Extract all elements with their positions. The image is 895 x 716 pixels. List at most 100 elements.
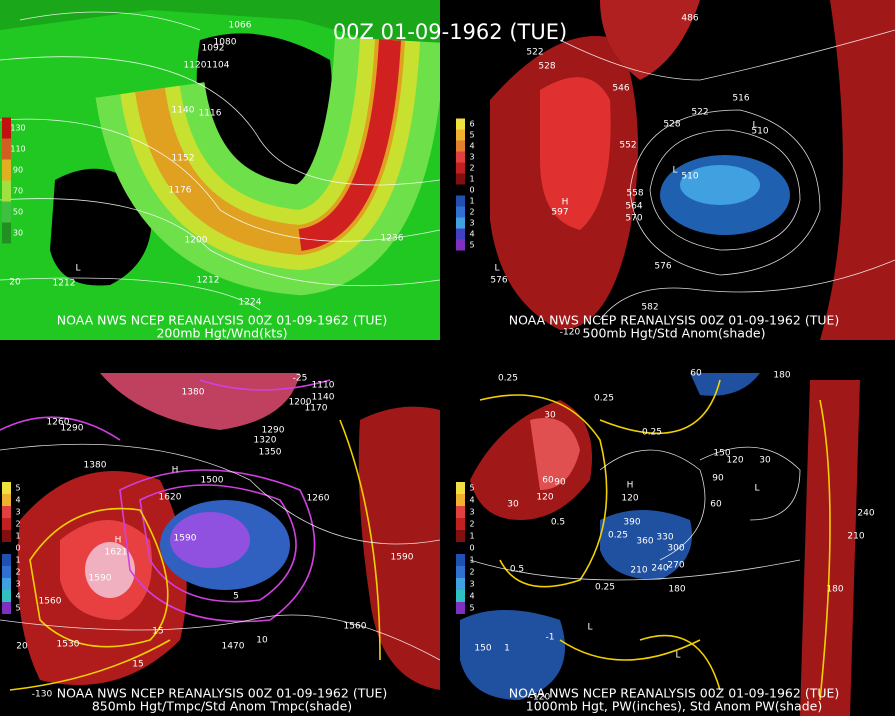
contour-label: 0.25 [498, 374, 518, 384]
scale-swatch [456, 162, 465, 174]
contour-label: 1224 [239, 298, 262, 308]
scale-swatch [456, 566, 465, 578]
contour-label: 120 [536, 493, 553, 503]
scale-label: 5 [469, 241, 474, 250]
scale-label: 110 [10, 145, 25, 154]
contour-label: 1200 [185, 236, 208, 246]
contour-label: 240 [857, 509, 874, 519]
contour-label: 20 [16, 642, 28, 652]
contour-label: 15 [132, 660, 143, 670]
contour-label: 1140 [312, 393, 335, 403]
contour-label: 0.25 [594, 394, 614, 404]
contour-label: 1176 [169, 186, 192, 196]
contour-label: 1110 [312, 381, 335, 391]
scale-label: 5 [469, 131, 474, 140]
scale-swatch [456, 530, 465, 542]
contour-label: 576 [654, 262, 671, 272]
contour-label: 1620 [159, 493, 182, 503]
contour-label: 522 [526, 48, 543, 58]
contour-label: 1621 [105, 548, 128, 558]
scale-label: 5 [469, 484, 474, 493]
contour-label: -130 [32, 690, 53, 700]
contour-label: 558 [626, 189, 643, 199]
contour-label: 0.25 [608, 531, 628, 541]
scale-label: 130 [10, 124, 25, 133]
contour-label: 1350 [259, 448, 282, 458]
scale-label: 1 [469, 532, 474, 541]
scale-swatch [2, 201, 11, 223]
panel-caption: NOAA NWS NCEP REANALYSIS 00Z 01-09-1962 … [57, 686, 388, 701]
contour-label: 120 [621, 494, 638, 504]
scale-swatch [456, 542, 465, 554]
contour-label: 0.5 [510, 565, 524, 575]
scale-swatch [456, 506, 465, 518]
contour-label: L [754, 484, 759, 494]
contour-label: 1092 [202, 44, 225, 54]
panel-1000mb [452, 373, 895, 716]
contour-label: 60 [690, 369, 702, 379]
scale-swatch [456, 206, 465, 218]
contour-label: 360 [636, 537, 653, 547]
contour-label: L [675, 651, 680, 661]
panel-850mb [0, 373, 440, 716]
contour-label: 1152 [172, 154, 195, 164]
contour-label: 30 [759, 456, 771, 466]
contour-label: 1470 [222, 642, 245, 652]
scale-label: 4 [469, 592, 474, 601]
contour-label: 1212 [53, 279, 76, 289]
contour-label: 1380 [182, 388, 205, 398]
scale-label: 2 [469, 164, 474, 173]
scale-swatch [2, 542, 11, 554]
scale-label: 1 [469, 197, 474, 206]
scale-swatch [456, 217, 465, 229]
contour-label: L [75, 264, 80, 274]
scale-swatch [2, 518, 11, 530]
contour-label: 0.5 [551, 518, 565, 528]
contour-label: -120 [560, 328, 581, 338]
contour-label: 90 [712, 474, 724, 484]
contour-label: 210 [630, 566, 647, 576]
contour-label: 300 [667, 544, 684, 554]
panel-subcaption: 200mb Hgt/Wnd(kts) [156, 326, 287, 341]
scale-swatch [2, 222, 11, 244]
contour-label: 1320 [254, 436, 277, 446]
contour-label: 522 [691, 108, 708, 118]
contour-label: 1380 [84, 461, 107, 471]
scale-swatch [2, 180, 11, 202]
contour-label: 240 [651, 564, 668, 574]
contour-label: 180 [668, 585, 685, 595]
contour-label: 510 [751, 127, 768, 137]
contour-label: 564 [625, 202, 642, 212]
contour-label: 60 [542, 476, 554, 486]
contour-label: 60 [710, 500, 722, 510]
scale-swatch [2, 159, 11, 181]
scale-label: 6 [469, 120, 474, 129]
scale-swatch [456, 518, 465, 530]
scale-label: 1 [469, 556, 474, 565]
scale-label: 0 [469, 544, 474, 553]
contour-label: 552 [619, 141, 636, 151]
panel-200mb [0, 0, 440, 340]
scale-label: 3 [469, 153, 474, 162]
contour-label: -120 [530, 693, 551, 703]
contour-label: 1080 [214, 38, 237, 48]
contour-label: 90 [554, 478, 566, 488]
panel-subcaption: 1000mb Hgt, PW(inches), Std Anom PW(shad… [526, 699, 822, 714]
contour-label: 1290 [262, 426, 285, 436]
contour-label: H [562, 198, 569, 208]
scale-label: 2 [15, 568, 20, 577]
contour-label: 150 [474, 644, 491, 654]
scale-swatch [2, 482, 11, 494]
scale-swatch [2, 530, 11, 542]
contour-label: 180 [773, 371, 790, 381]
contour-label: 30 [507, 500, 519, 510]
contour-label: 486 [681, 14, 698, 24]
contour-label: 570 [625, 214, 642, 224]
contour-label: L [494, 264, 499, 274]
contour-label: 1500 [201, 476, 224, 486]
scale-label: 2 [469, 568, 474, 577]
contour-label: 1590 [89, 574, 112, 584]
panel-subcaption: 850mb Hgt/Tmpc/Std Anom Tmpc(shade) [92, 699, 352, 714]
contour-label: 1590 [174, 534, 197, 544]
